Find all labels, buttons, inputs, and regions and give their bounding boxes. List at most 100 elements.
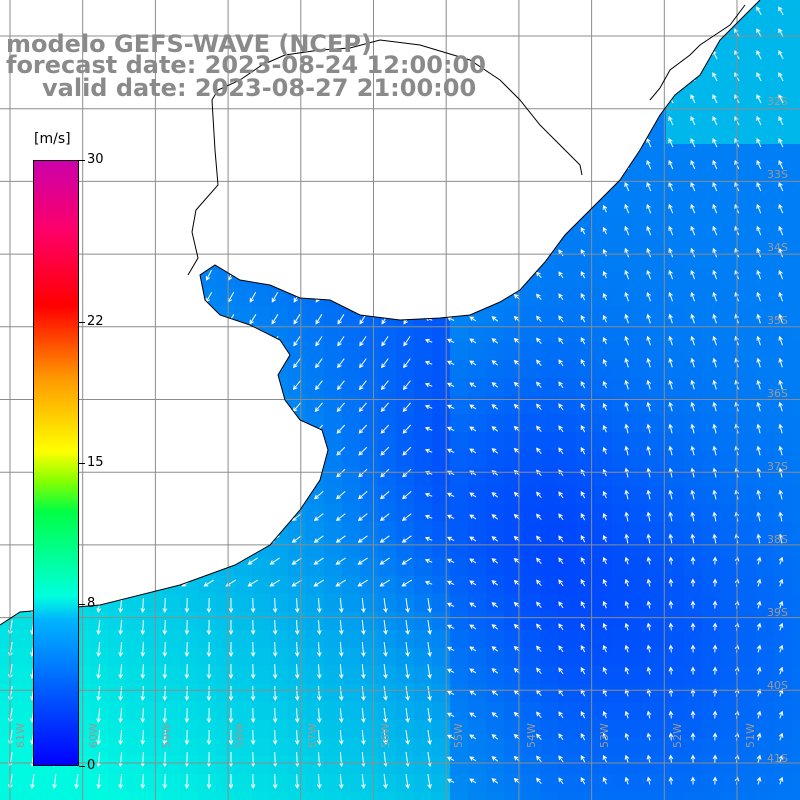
wind-arrow: [778, 203, 784, 214]
wind-arrow: [624, 225, 630, 236]
field-cell: [756, 306, 775, 325]
wind-arrow: [491, 96, 499, 102]
field-cell: [756, 486, 775, 505]
wind-arrow: [140, 773, 146, 790]
field-cell: [414, 522, 433, 541]
wind-arrow: [160, 402, 169, 412]
field-cell: [756, 738, 775, 757]
field-cell: [288, 108, 307, 127]
wind-arrow: [624, 50, 630, 60]
wind-arrow: [446, 404, 455, 410]
field-cell: [216, 468, 235, 487]
field-cell: [522, 468, 541, 487]
field-cell: [774, 468, 793, 487]
field-cell: [108, 270, 127, 289]
field-cell: [360, 576, 379, 595]
field-cell: [666, 792, 685, 800]
field-cell: [576, 648, 595, 667]
field-cell: [702, 774, 721, 793]
wind-arrow: [446, 558, 455, 564]
field-cell: [270, 360, 289, 379]
field-cell: [792, 684, 800, 703]
field-cell: [540, 522, 559, 541]
field-cell: [594, 360, 613, 379]
wind-arrow: [249, 269, 256, 281]
field-cell: [432, 126, 451, 145]
wind-arrow: [247, 513, 258, 522]
field-cell: [792, 792, 800, 800]
wind-arrow: [358, 402, 367, 412]
field-cell: [468, 756, 487, 775]
field-cell: [486, 18, 505, 37]
wind-arrow: [338, 619, 344, 636]
wind-arrow: [335, 513, 346, 522]
wind-arrow: [536, 161, 542, 169]
wind-arrow: [756, 335, 761, 346]
wind-arrow: [272, 225, 278, 238]
field-cell: [414, 504, 433, 523]
field-cell: [594, 630, 613, 649]
wind-arrow: [96, 663, 102, 680]
field-cell: [432, 558, 451, 577]
colorbar-units: [m/s]: [34, 131, 71, 147]
wind-arrow: [756, 72, 762, 82]
field-cell: [324, 288, 343, 307]
field-cell: [270, 504, 289, 523]
wind-arrow: [624, 622, 630, 631]
field-cell: [144, 216, 163, 235]
field-cell: [522, 216, 541, 235]
wind-arrow: [94, 402, 103, 412]
field-cell: [306, 630, 325, 649]
wind-arrow: [118, 619, 124, 636]
field-cell: [684, 522, 703, 541]
field-cell: [180, 162, 199, 181]
wind-arrow: [316, 115, 321, 128]
field-cell: [180, 144, 199, 163]
field-cell: [738, 234, 757, 253]
wind-arrow: [624, 401, 629, 412]
wind-arrow: [5, 535, 16, 543]
wind-arrow: [382, 27, 388, 40]
field-cell: [270, 234, 289, 253]
field-cell: [288, 198, 307, 217]
wind-arrow: [272, 619, 278, 636]
field-cell: [468, 414, 487, 433]
wind-arrow: [250, 597, 256, 614]
field-cell: [486, 414, 505, 433]
field-cell: [792, 540, 800, 559]
field-cell: [648, 324, 667, 343]
wind-arrow: [536, 381, 542, 389]
field-cell: [486, 108, 505, 127]
wind-arrow: [401, 557, 412, 565]
field-cell: [144, 432, 163, 451]
field-cell: [684, 792, 703, 800]
wind-arrow: [118, 597, 124, 614]
field-cell: [288, 180, 307, 199]
field-cell: [180, 414, 199, 433]
field-cell: [522, 666, 541, 685]
field-cell: [360, 756, 379, 775]
field-cell: [468, 270, 487, 289]
field-cell: [234, 216, 253, 235]
field-cell: [414, 198, 433, 217]
wind-arrow: [646, 556, 652, 565]
wind-arrow: [690, 94, 696, 104]
wind-arrow: [469, 426, 477, 432]
field-cell: [486, 540, 505, 559]
wind-arrow: [646, 50, 652, 60]
field-cell: [252, 576, 271, 595]
wind-arrow: [204, 380, 213, 391]
field-cell: [162, 558, 181, 577]
field-cell: [756, 756, 775, 775]
field-cell: [180, 630, 199, 649]
field-cell: [252, 774, 271, 793]
wind-arrow: [271, 291, 279, 303]
field-cell: [756, 702, 775, 721]
wind-arrow: [690, 776, 696, 785]
field-cell: [126, 648, 145, 667]
wind-arrow: [446, 492, 455, 498]
wind-arrow: [602, 446, 608, 455]
field-cell: [774, 504, 793, 523]
field-cell: [270, 702, 289, 721]
field-cell: [108, 486, 127, 505]
